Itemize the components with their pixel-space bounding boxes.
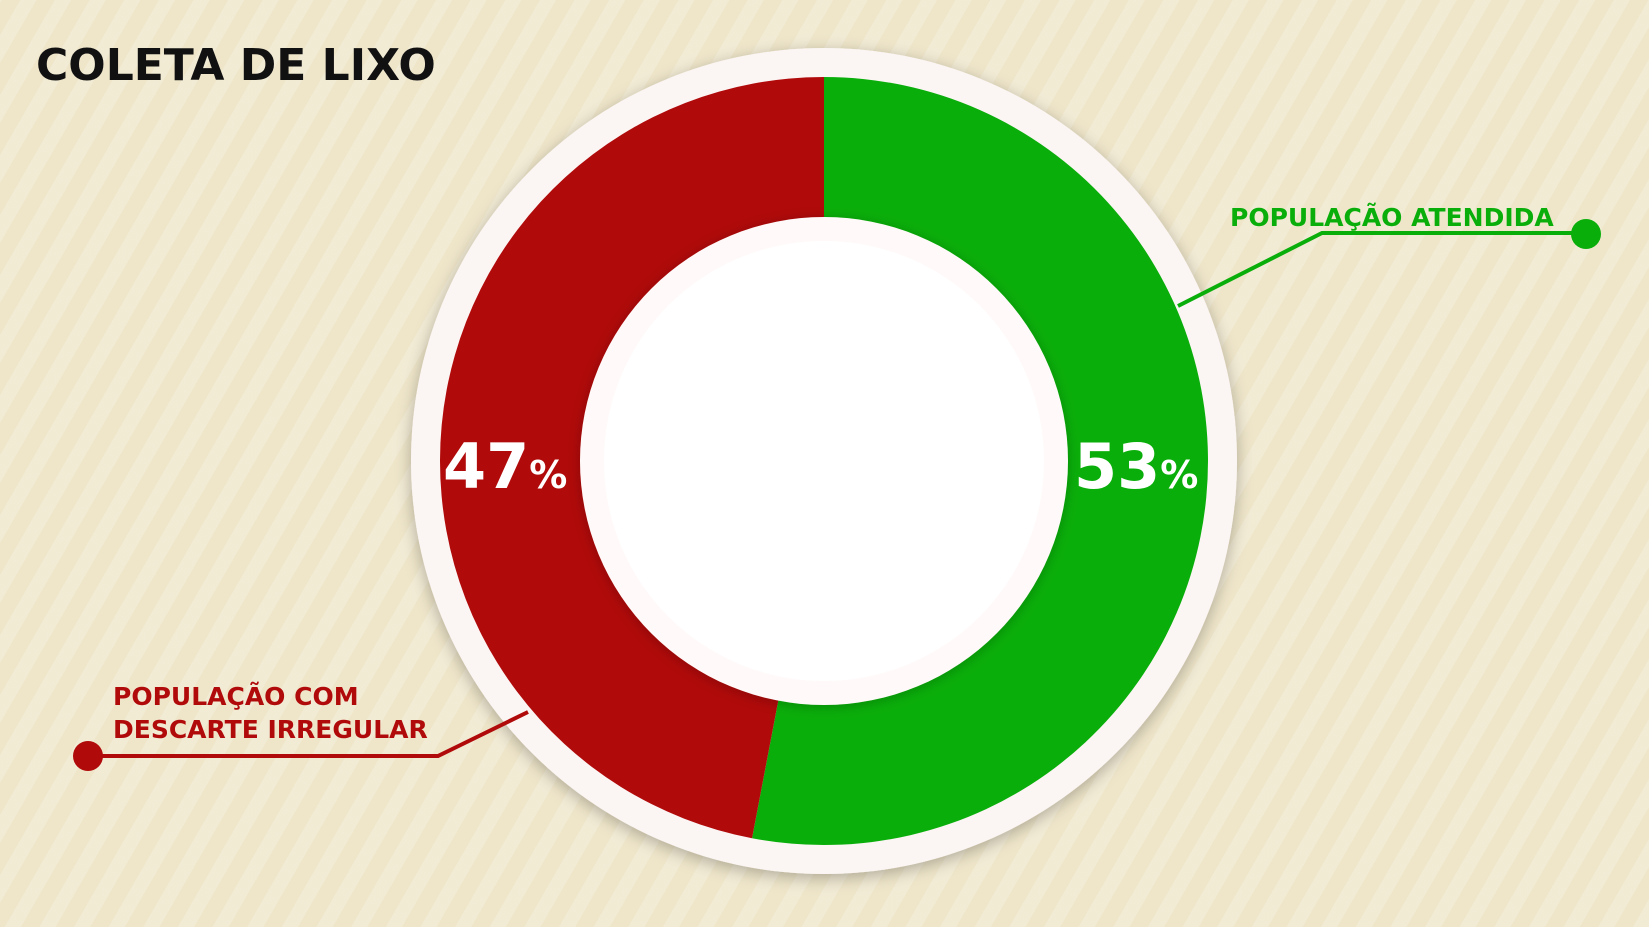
chart-title: COLETA DE LIXO: [36, 40, 436, 91]
callout-line-attended: [1177, 231, 1584, 308]
donut-hole-center: [604, 241, 1044, 681]
slice-pct-label-irregular: 47%: [443, 430, 567, 503]
legend-label-irregular-line1: POPULAÇÃO COM: [113, 682, 359, 711]
legend-label-irregular-line2: DESCARTE IRREGULAR: [113, 715, 428, 744]
callout-dot-irregular: [73, 741, 103, 771]
legend-label-attended: POPULAÇÃO ATENDIDA: [1230, 203, 1554, 232]
callout-line-irregular: [88, 710, 529, 758]
slice-pct-label-attended: 53%: [1074, 430, 1198, 503]
legend-label-irregular: POPULAÇÃO COM DESCARTE IRREGULAR: [113, 682, 428, 744]
callout-dot-attended: [1571, 219, 1601, 249]
